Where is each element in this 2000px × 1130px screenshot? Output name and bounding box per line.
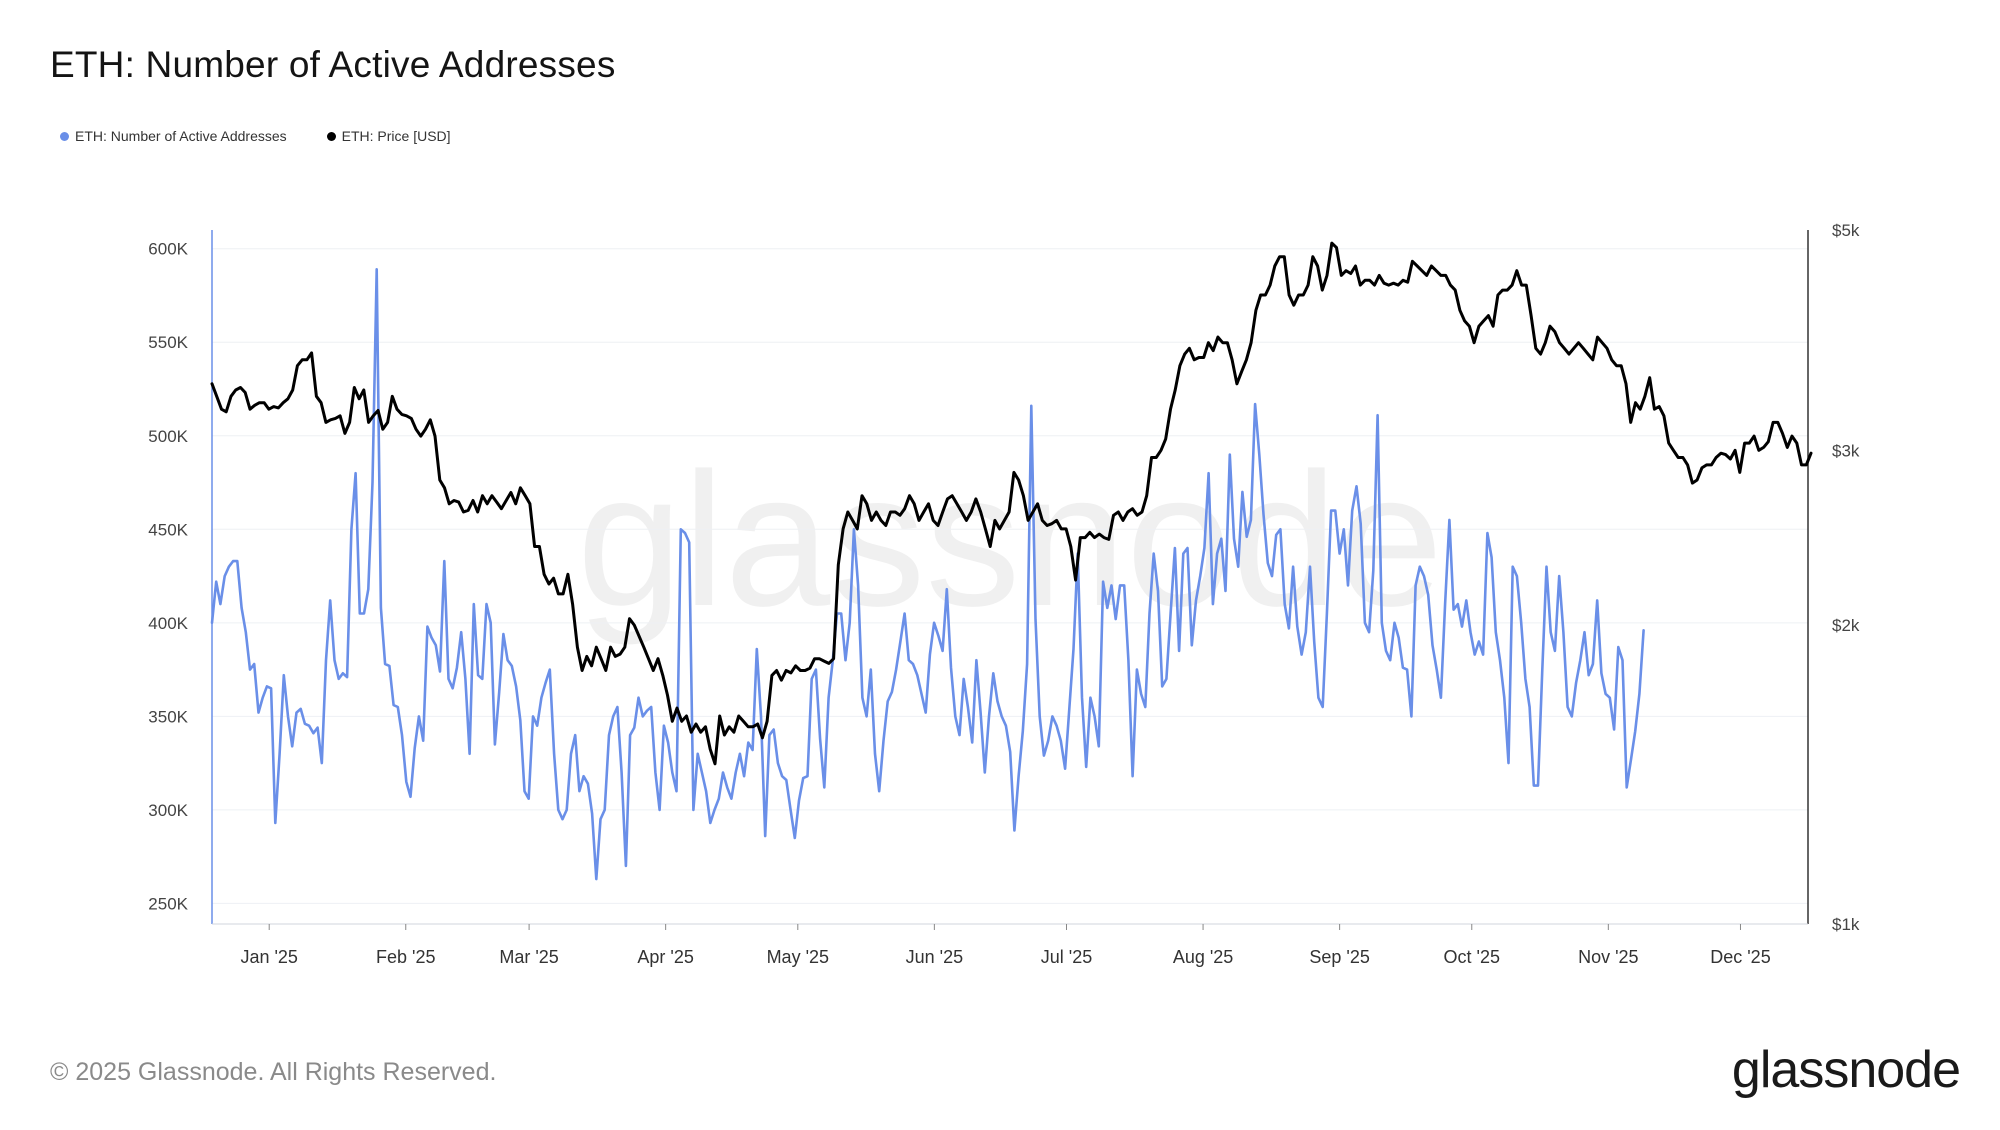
x-tick-label: Aug '25 <box>1173 947 1234 967</box>
y-right-tick-label: $5k <box>1832 221 1860 240</box>
x-tick-label: Sep '25 <box>1309 947 1370 967</box>
legend-marker-active-addresses <box>60 131 69 141</box>
y-right-tick-label: $1k <box>1832 915 1860 934</box>
legend-item-active-addresses[interactable]: ETH: Number of Active Addresses <box>60 128 287 144</box>
series-line-price <box>210 241 1813 766</box>
x-tick-label: Jan '25 <box>240 947 297 967</box>
y-left-tick-label: 450K <box>148 520 188 539</box>
x-tick-label: May '25 <box>767 947 829 967</box>
x-tick-label: Oct '25 <box>1444 947 1500 967</box>
y-right-tick-label: $2k <box>1832 616 1860 635</box>
x-tick-label: Jul '25 <box>1041 947 1092 967</box>
y-left-tick-label: 350K <box>148 707 188 726</box>
glassnode-logo: glassnode <box>1731 1041 1961 1099</box>
y-left-tick-label: 550K <box>148 333 188 352</box>
legend: ETH: Number of Active Addresses ETH: Pri… <box>60 128 451 144</box>
y-left-tick-label: 250K <box>148 894 188 913</box>
y-left-tick-label: 600K <box>148 240 188 259</box>
x-tick-label: Jun '25 <box>906 947 963 967</box>
series-line-active-addresses <box>210 267 1645 881</box>
watermark: glassnode <box>577 434 1443 646</box>
x-tick-label: Feb '25 <box>376 947 435 967</box>
y-left-tick-label: 300K <box>148 801 188 820</box>
copyright-footer: © 2025 Glassnode. All Rights Reserved. <box>50 1058 497 1086</box>
x-tick-label: Dec '25 <box>1710 947 1770 967</box>
legend-marker-price <box>326 131 336 141</box>
y-left-tick-label: 500K <box>148 427 188 446</box>
chart-title: ETH: Number of Active Addresses <box>50 44 616 85</box>
y-right-tick-label: $3k <box>1832 441 1860 460</box>
x-tick-label: Apr '25 <box>637 947 693 967</box>
x-tick-label: Nov '25 <box>1578 947 1638 967</box>
x-tick-label: Mar '25 <box>499 947 558 967</box>
legend-item-price[interactable]: ETH: Price [USD] <box>326 128 451 144</box>
y-left-tick-label: 400K <box>148 614 188 633</box>
legend-label-price: ETH: Price [USD] <box>341 128 451 144</box>
legend-label-active-addresses: ETH: Number of Active Addresses <box>75 128 287 144</box>
